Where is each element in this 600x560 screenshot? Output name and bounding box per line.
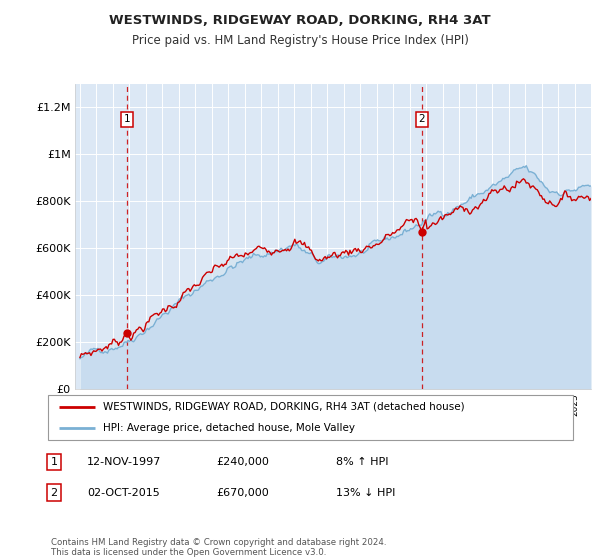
Text: 12-NOV-1997: 12-NOV-1997 (87, 457, 161, 467)
Text: WESTWINDS, RIDGEWAY ROAD, DORKING, RH4 3AT: WESTWINDS, RIDGEWAY ROAD, DORKING, RH4 3… (109, 14, 491, 27)
Text: 2: 2 (419, 114, 425, 124)
Text: 1: 1 (50, 457, 58, 467)
Text: Contains HM Land Registry data © Crown copyright and database right 2024.
This d: Contains HM Land Registry data © Crown c… (51, 538, 386, 557)
Text: £670,000: £670,000 (216, 488, 269, 498)
Text: HPI: Average price, detached house, Mole Valley: HPI: Average price, detached house, Mole… (103, 422, 355, 432)
FancyBboxPatch shape (48, 395, 573, 440)
Text: 8% ↑ HPI: 8% ↑ HPI (336, 457, 389, 467)
Text: Price paid vs. HM Land Registry's House Price Index (HPI): Price paid vs. HM Land Registry's House … (131, 34, 469, 46)
Text: WESTWINDS, RIDGEWAY ROAD, DORKING, RH4 3AT (detached house): WESTWINDS, RIDGEWAY ROAD, DORKING, RH4 3… (103, 402, 465, 412)
Text: £240,000: £240,000 (216, 457, 269, 467)
Text: 02-OCT-2015: 02-OCT-2015 (87, 488, 160, 498)
Text: 2: 2 (50, 488, 58, 498)
Text: 1: 1 (124, 114, 131, 124)
Text: 13% ↓ HPI: 13% ↓ HPI (336, 488, 395, 498)
